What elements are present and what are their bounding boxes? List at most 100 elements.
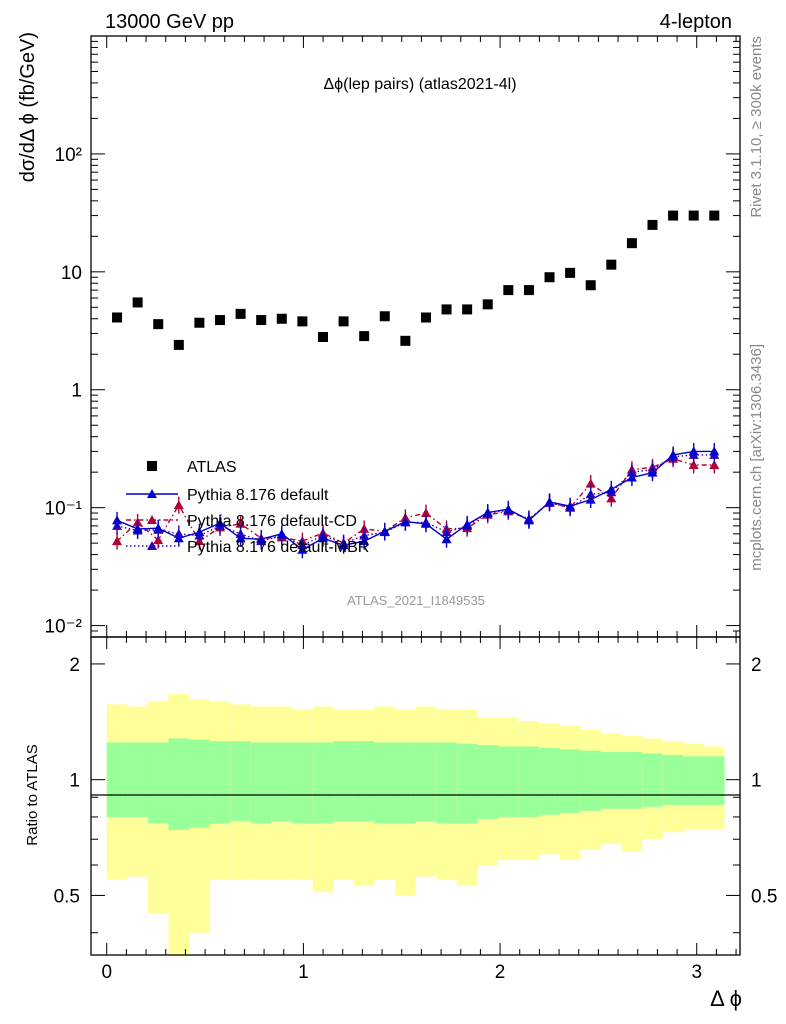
data-point-cd <box>420 508 431 518</box>
data-point-cd <box>585 478 596 488</box>
band-inner-bin <box>436 742 457 824</box>
band-inner-bin <box>662 754 684 805</box>
data-point-cd <box>235 518 246 528</box>
data-point-default <box>647 467 658 477</box>
legend-label: Pythia 8.176 default <box>187 487 329 504</box>
data-point-atlas <box>523 285 534 296</box>
data-point-atlas <box>132 297 143 308</box>
main-y-axis-label: dσ/dΔ ϕ (fb/GeV) <box>17 32 39 182</box>
band-inner-bin <box>703 756 725 805</box>
plot-title: Δϕ(lep pairs) (atlas2021-4l) <box>323 76 516 93</box>
main-y-tick-label: 1 <box>71 381 82 402</box>
band-inner-bin <box>374 742 396 824</box>
data-point-default <box>503 504 514 514</box>
ratio-frame <box>90 636 741 956</box>
header-right: 4-lepton <box>660 11 732 33</box>
data-point-atlas <box>544 272 555 283</box>
data-point-default <box>523 515 534 525</box>
data-point-atlas <box>359 331 370 342</box>
band-inner-bin <box>333 741 354 822</box>
data-point-default <box>482 507 493 517</box>
data-point-default <box>359 536 370 546</box>
data-point-default <box>668 449 679 459</box>
band-inner-bin <box>580 750 602 811</box>
data-point-default <box>544 496 555 506</box>
data-point-atlas <box>420 312 431 323</box>
data-point-default <box>194 527 205 537</box>
data-point-default <box>235 533 246 543</box>
band-inner-bin <box>601 752 622 809</box>
legend-label: ATLAS <box>187 459 237 476</box>
mcplots-label: mcplots.cern.ch [arXiv:1306.3436] <box>748 344 765 571</box>
data-point-default <box>297 544 308 554</box>
data-point-default <box>709 446 720 456</box>
data-point-cd <box>709 460 720 470</box>
data-point-atlas <box>317 332 328 343</box>
data-point-default <box>317 533 328 543</box>
data-point-atlas <box>235 308 246 319</box>
data-point-atlas <box>400 335 411 346</box>
ratio-bands <box>106 694 725 955</box>
main-y-tick-label: 10² <box>55 145 82 166</box>
data-point-default <box>379 526 390 536</box>
ratio-y-tick-label-right: 1 <box>751 771 762 792</box>
data-point-atlas <box>482 299 493 310</box>
main-data-points <box>112 210 720 559</box>
legend-label: Pythia 8.176 default-MBR <box>187 539 369 556</box>
band-inner-bin <box>456 743 478 824</box>
data-point-atlas <box>297 316 308 327</box>
data-point-atlas <box>112 312 123 323</box>
x-tick-label: 3 <box>691 962 702 983</box>
data-point-cd <box>688 460 699 470</box>
main-y-tick-label: 10⁻¹ <box>45 499 83 520</box>
data-point-default <box>132 523 143 533</box>
ratio-y-tick-label-left: 0.5 <box>54 886 80 907</box>
ratio-ticks <box>91 637 740 955</box>
data-point-atlas <box>379 311 390 322</box>
data-point-atlas <box>256 315 267 326</box>
x-tick-label: 1 <box>298 962 309 983</box>
data-point-default <box>420 518 431 528</box>
data-point-atlas <box>215 315 226 326</box>
x-axis-label: Δ ϕ <box>710 986 742 1011</box>
x-tick-label: 0 <box>101 962 112 983</box>
data-point-atlas <box>709 210 720 221</box>
legend-marker-mbr <box>147 541 157 550</box>
data-point-default <box>173 533 184 543</box>
data-point-default <box>276 528 287 538</box>
data-point-default <box>112 515 123 525</box>
band-inner-bin <box>106 742 128 817</box>
band-inner-bin <box>683 756 704 805</box>
band-inner-bin <box>292 742 313 824</box>
data-point-atlas <box>173 339 184 350</box>
data-point-default <box>462 519 473 529</box>
legend-marker-default <box>147 489 157 498</box>
legend-marker-atlas <box>147 461 157 471</box>
band-inner-bin <box>250 742 272 824</box>
band-inner-bin <box>498 746 519 817</box>
data-point-atlas <box>647 219 658 230</box>
data-point-atlas <box>668 210 679 221</box>
data-point-default <box>338 540 349 550</box>
data-point-atlas <box>606 259 617 270</box>
ratio-plot: 0.5 0.5 1 1 2 2 Ratio to ATLAS 0 1 2 3 Δ ϕ <box>24 636 777 1011</box>
ratio-y-tick-label-right: 2 <box>751 655 762 676</box>
band-inner-bin <box>230 741 251 822</box>
main-plot: Δϕ(lep pairs) (atlas2021-4l) ATLAS_2021_… <box>17 32 741 638</box>
data-point-atlas <box>194 317 205 328</box>
main-y-tick-labels: 10⁻² 10⁻¹ 1 10 10² <box>45 145 83 638</box>
band-inner-bin <box>168 738 190 830</box>
main-y-tick-label: 10 <box>61 263 82 284</box>
data-point-atlas <box>688 210 699 221</box>
data-point-atlas <box>585 280 596 291</box>
x-tick-labels: 0 1 2 3 <box>101 962 702 983</box>
data-point-default <box>215 518 226 528</box>
watermark: ATLAS_2021_I1849535 <box>347 593 485 608</box>
header-left: 13000 GeV pp <box>105 11 234 33</box>
data-point-default <box>153 523 164 533</box>
data-point-atlas <box>565 267 576 278</box>
main-ticks <box>91 35 740 638</box>
band-inner-bin <box>189 739 210 828</box>
rivet-label: Rivet 3.1.10, ≥ 300k events <box>748 36 765 218</box>
